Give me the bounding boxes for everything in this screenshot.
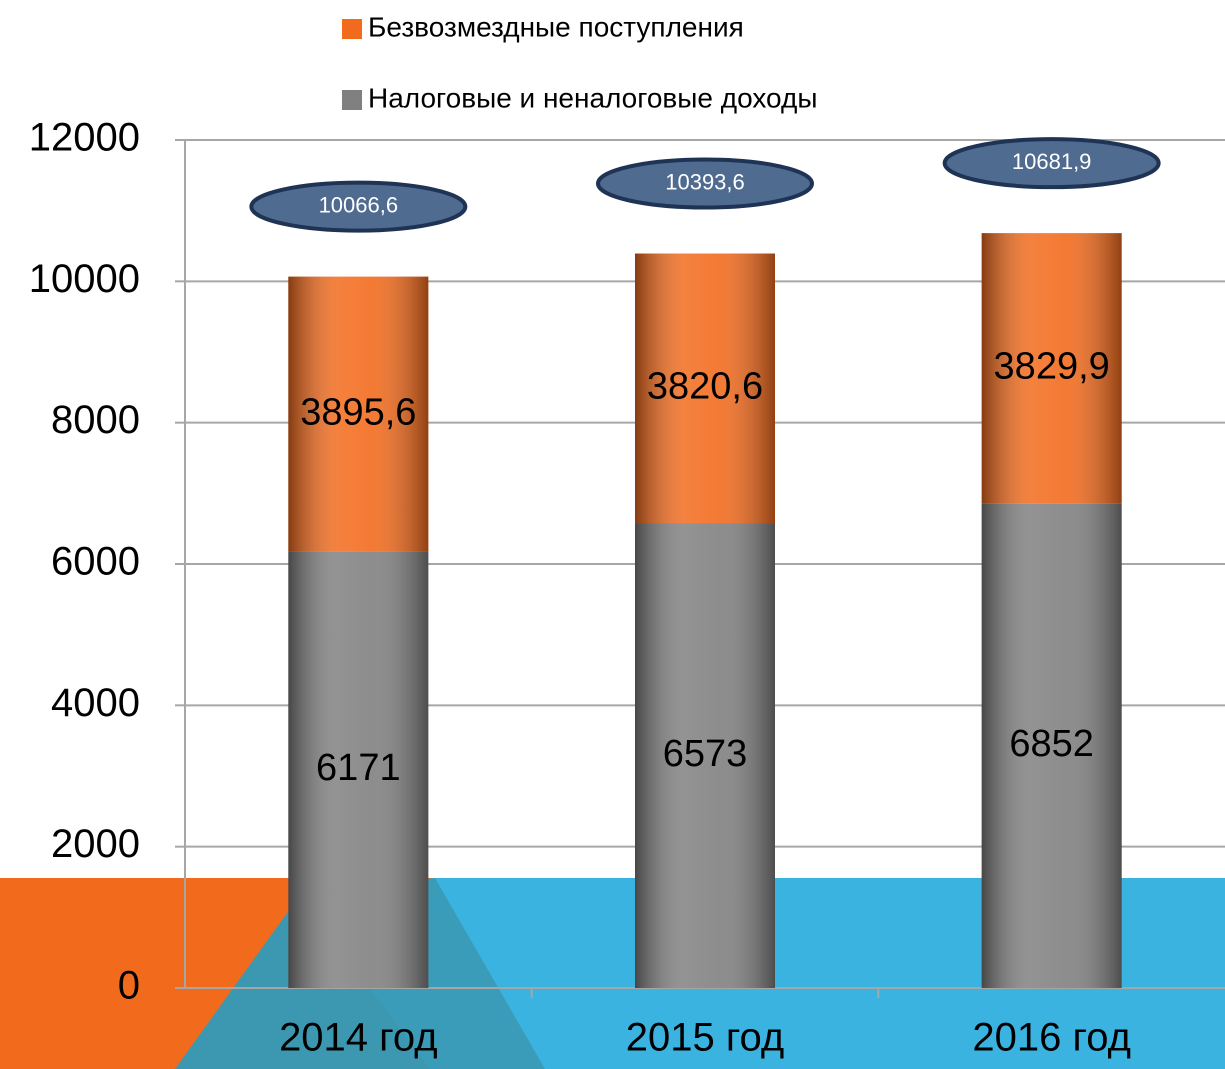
total-bubble <box>942 137 1161 190</box>
data-label: 3820,6 <box>647 366 763 408</box>
legend-label: Налоговые и неналоговые доходы <box>368 82 817 113</box>
y-tick-label: 2000 <box>51 822 140 866</box>
x-tick-label: 2016 год <box>972 1016 1131 1060</box>
bar-shade <box>635 523 775 988</box>
total-label: 10393,6 <box>665 169 745 194</box>
data-label: 3895,6 <box>300 391 416 433</box>
total-label: 10066,6 <box>319 192 399 217</box>
y-tick-label: 12000 <box>29 116 140 160</box>
data-label: 3829,9 <box>994 346 1110 388</box>
y-tick-label: 6000 <box>51 540 140 584</box>
bar-shade <box>288 551 429 988</box>
bar-shade <box>981 503 1122 988</box>
legend-swatch <box>342 90 362 110</box>
legend-label: Безвозмездные поступления <box>368 11 744 42</box>
data-label: 6171 <box>316 747 401 789</box>
y-tick-label: 8000 <box>51 398 140 442</box>
bar-shade <box>981 233 1122 504</box>
y-tick-label: 0 <box>118 964 140 1008</box>
total-bubble <box>249 180 468 233</box>
bar-shade <box>288 276 429 552</box>
plot: 0 2000 4000 6000 8000 10000 12000 6171 3895,6 100… <box>29 11 1225 1060</box>
total-label: 10681,9 <box>1012 149 1092 174</box>
y-tick-label: 4000 <box>51 681 140 725</box>
data-label: 6573 <box>663 733 748 775</box>
x-tick-label: 2015 год <box>626 1016 785 1060</box>
bar-shade <box>635 253 775 524</box>
y-tick-label: 10000 <box>29 257 140 301</box>
data-label: 6852 <box>1009 723 1094 765</box>
total-bubble <box>596 157 814 210</box>
x-tick-label: 2014 год <box>279 1016 438 1060</box>
legend-swatch <box>342 19 362 39</box>
